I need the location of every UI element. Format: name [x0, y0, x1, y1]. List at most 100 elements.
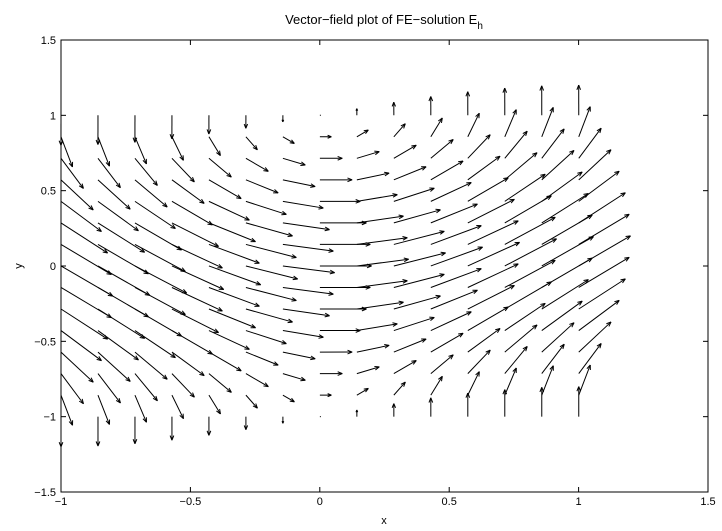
vector-arrow: [206, 416, 212, 436]
vector-arrow: [281, 115, 285, 123]
vector-arrow: [208, 200, 250, 221]
vector-arrow: [134, 179, 168, 208]
vector-arrow: [467, 284, 515, 310]
vector-arrow: [578, 170, 620, 202]
vector-arrow: [208, 157, 232, 178]
vector-arrow: [245, 308, 293, 324]
vector-arrow: [430, 139, 454, 159]
vector-arrow: [97, 158, 121, 189]
vector-arrow: [319, 155, 343, 161]
vector-arrow: [97, 394, 111, 425]
vector-arrow: [467, 349, 491, 374]
vector-arrow: [430, 160, 464, 181]
vector-arrow: [393, 338, 427, 353]
vector-arrow: [428, 397, 434, 417]
vector-arrow: [245, 222, 293, 237]
vector-arrow: [541, 322, 575, 353]
vector-arrow: [171, 287, 223, 312]
vector-arrow: [282, 222, 330, 232]
vector-arrow: [356, 257, 409, 267]
vector-arrow: [245, 373, 269, 388]
y-axis-label: y: [13, 263, 25, 269]
vector-arrow: [355, 409, 359, 417]
vector-arrow: [430, 203, 478, 224]
vector-arrow: [95, 416, 101, 447]
vector-arrow: [393, 123, 406, 138]
vector-arrow: [393, 251, 446, 267]
vector-arrow: [95, 115, 101, 145]
vector-arrow: [60, 222, 109, 254]
vector-arrow: [132, 416, 138, 444]
vector-arrow: [208, 265, 262, 286]
vector-arrow: [576, 84, 582, 116]
vector-arrow: [282, 330, 324, 339]
vector-arrow: [430, 332, 464, 353]
vector-arrow: [356, 387, 369, 396]
vector-arrow: [208, 330, 250, 350]
vector-arrow: [245, 179, 279, 194]
vector-arrow: [541, 343, 565, 374]
vector-arrow: [428, 96, 434, 116]
vector-arrow: [356, 322, 398, 332]
vector-arrow: [430, 117, 443, 138]
vector-arrow: [393, 381, 406, 396]
vector-arrow: [502, 87, 508, 116]
plot-area: [60, 39, 709, 493]
vector-arrow: [208, 373, 232, 393]
vector-arrow: [171, 179, 205, 204]
vector-arrow: [282, 179, 316, 188]
vector-arrow: [245, 200, 287, 216]
chart-title-main: Vector−field plot of FE−solution E: [285, 12, 478, 27]
vector-arrow: [171, 308, 219, 334]
vector-arrow: [60, 373, 84, 405]
vector-arrow: [393, 360, 417, 375]
vector-arrow: [467, 155, 501, 181]
vector-arrow: [282, 351, 316, 361]
vector-arrow: [430, 289, 478, 310]
vector-arrow: [60, 158, 84, 189]
vector-arrow: [169, 416, 175, 441]
vector-arrow: [319, 393, 332, 398]
axis-ticks: [60, 39, 709, 493]
vector-arrow: [578, 235, 631, 267]
vector-arrow: [282, 286, 334, 296]
vector-arrow: [504, 173, 546, 202]
vector-arrow: [245, 330, 287, 345]
vector-arrow: [356, 214, 404, 224]
vector-arrow: [356, 193, 398, 202]
vector-arrow: [578, 149, 612, 181]
vector-arrow: [504, 216, 556, 245]
vector-arrow: [504, 302, 546, 331]
vector-arrow: [541, 149, 575, 181]
x-tick-label: 1.5: [700, 496, 715, 508]
vector-arrow: [504, 130, 528, 159]
x-axis-label: x: [381, 515, 387, 527]
y-tick-label: 0: [50, 261, 56, 273]
y-tick-label: −1: [43, 412, 56, 424]
vector-arrow: [60, 394, 74, 426]
vector-arrow: [504, 152, 538, 181]
vector-arrow: [245, 351, 279, 366]
vector-arrow: [134, 157, 158, 186]
vector-arrow: [578, 106, 591, 137]
vector-arrow: [391, 403, 397, 417]
vector-arrow: [578, 213, 630, 245]
vector-arrow: [356, 343, 390, 353]
vector-arrow: [467, 328, 501, 353]
vector-arrow: [282, 200, 324, 210]
chart-title-subscript: h: [477, 21, 483, 32]
vector-arrow: [171, 243, 223, 269]
vector-arrow: [60, 200, 102, 232]
vector-arrow: [58, 416, 64, 447]
vector-arrow: [245, 265, 298, 281]
vector-arrow: [134, 330, 176, 359]
vector-arrow: [281, 416, 285, 424]
vector-arrow: [356, 129, 369, 138]
vector-arrow: [208, 243, 260, 264]
vector-arrow: [319, 177, 353, 183]
x-tick-label: −1: [55, 496, 68, 508]
vector-arrow: [208, 351, 242, 372]
vector-arrow: [393, 273, 445, 288]
vector-arrow: [578, 299, 620, 331]
